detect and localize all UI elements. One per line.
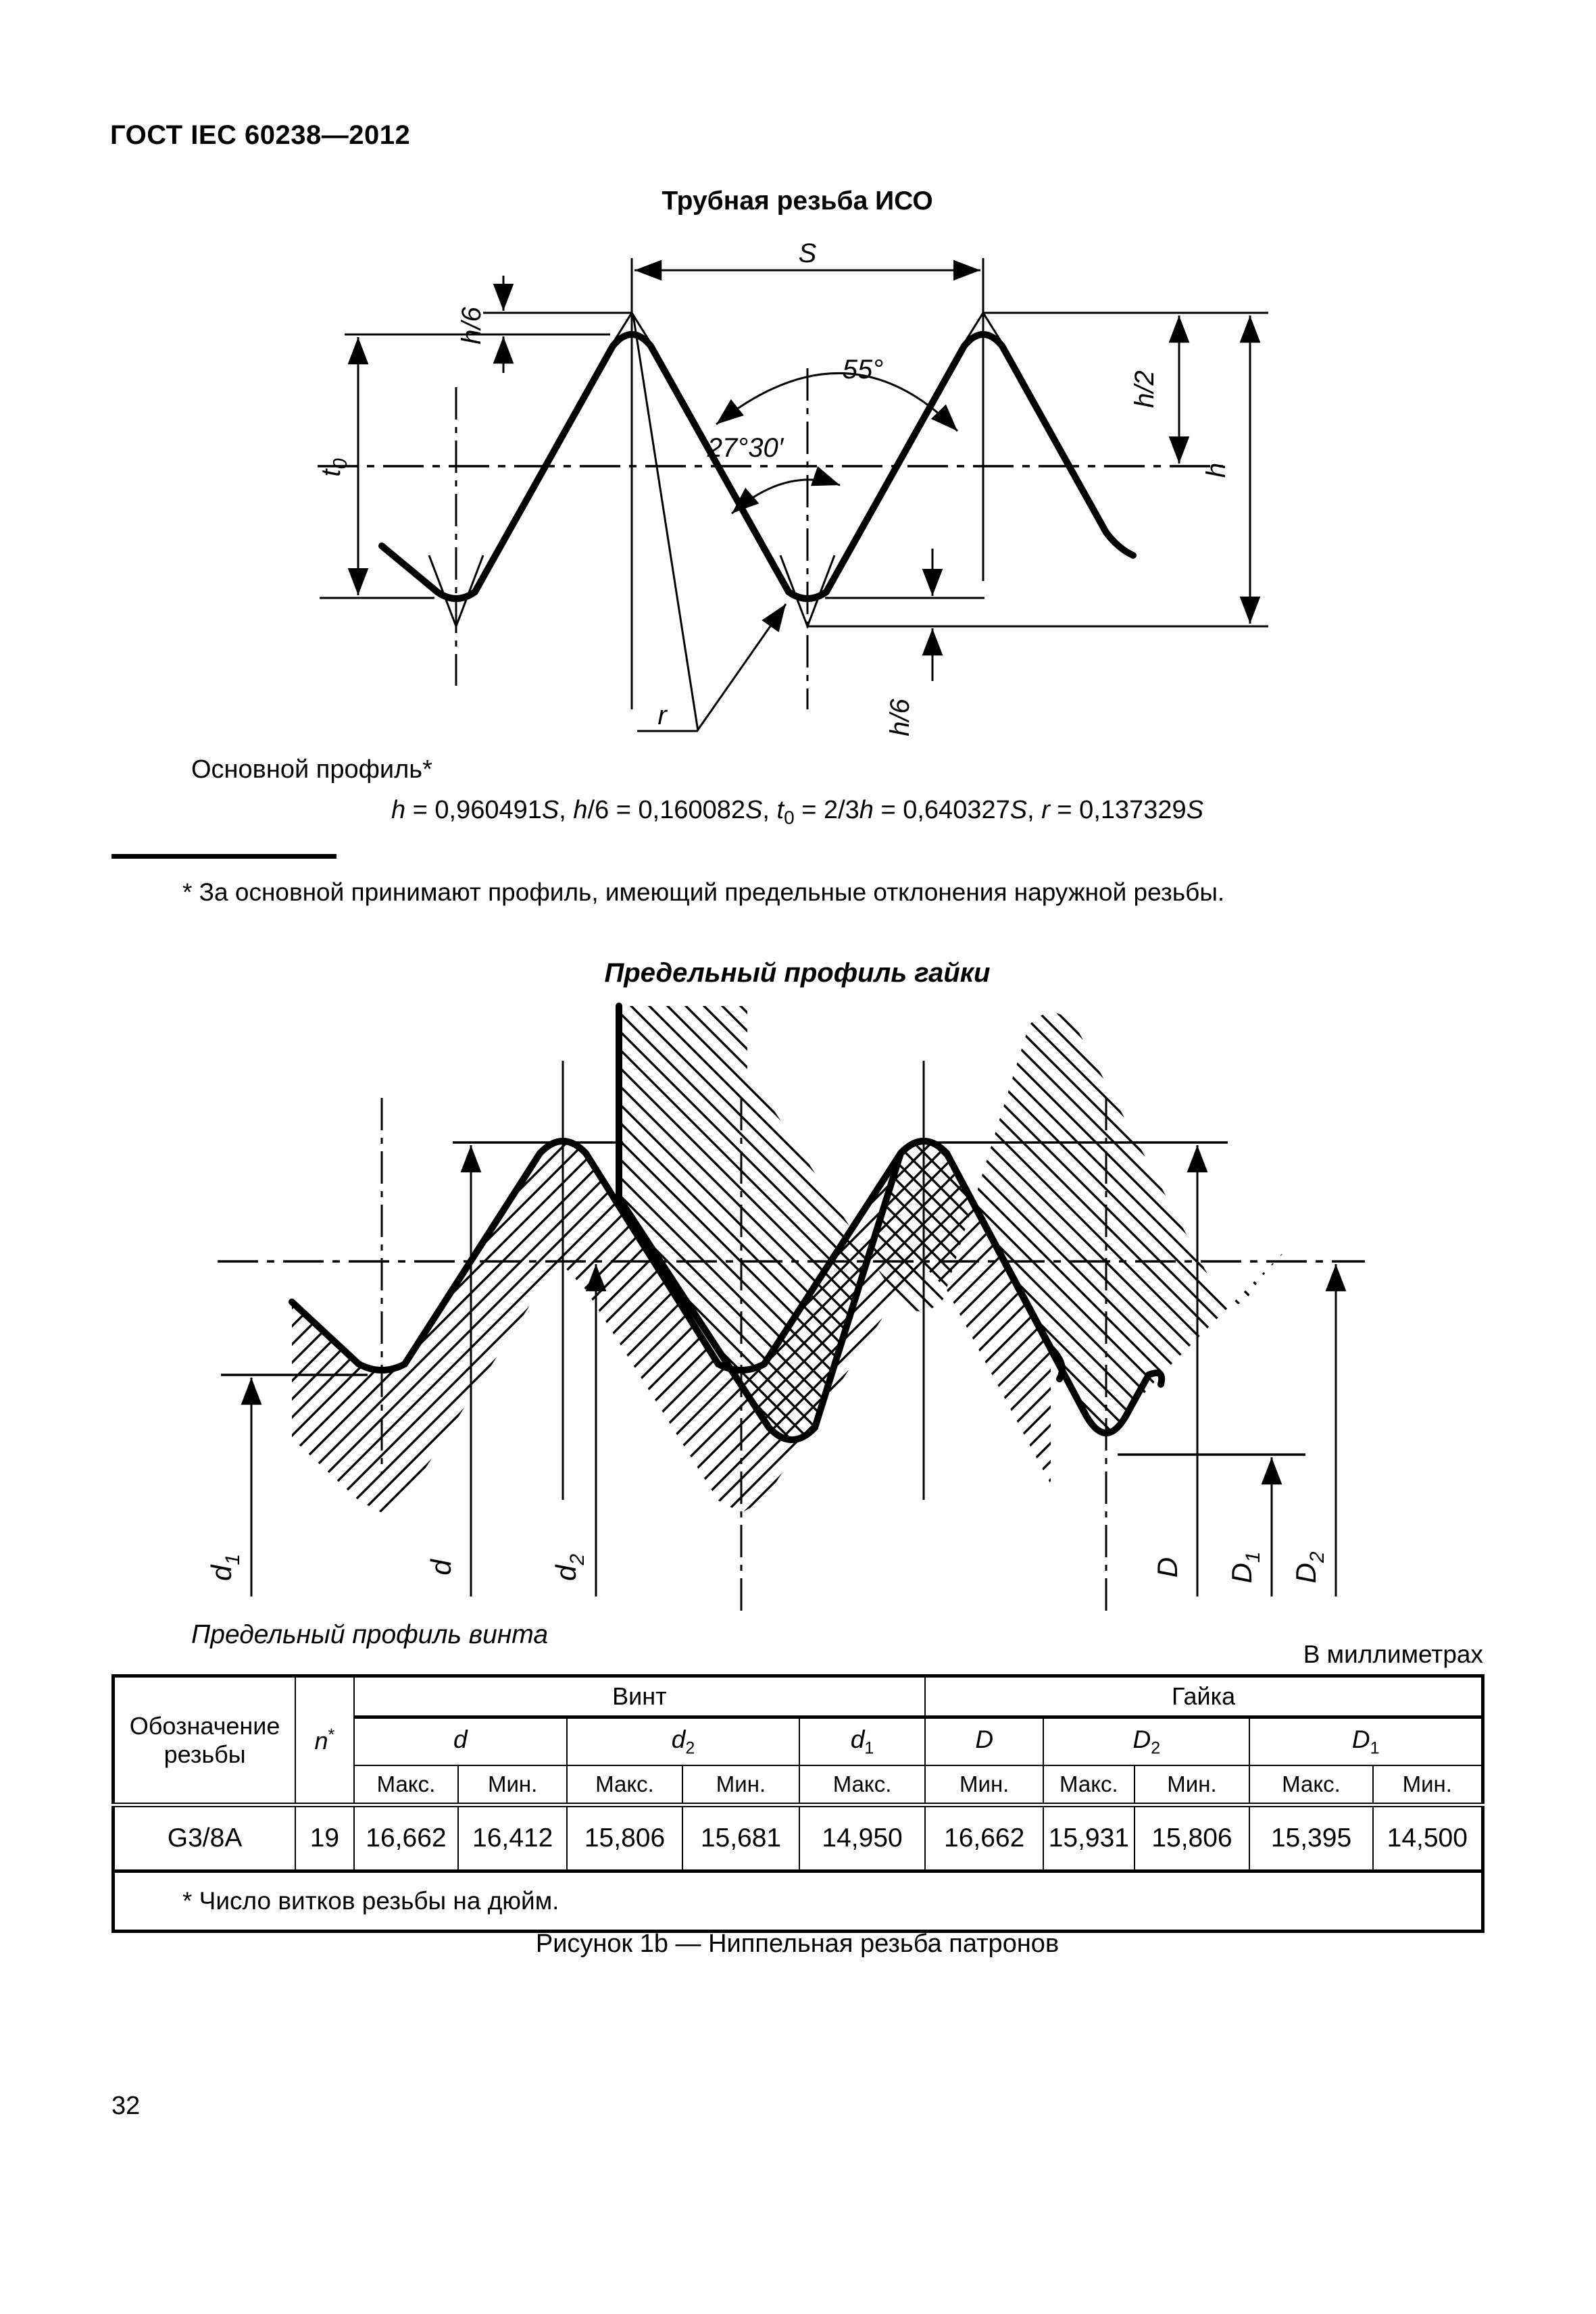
value-cell: 16,662 [924,1803,1045,1872]
pitch-label: S [799,243,817,268]
value-cell: 16,662 [353,1803,459,1872]
h-label: h [1201,463,1231,478]
value-cell: 15,395 [1249,1803,1374,1872]
dim-D-header: D [924,1716,1045,1766]
figure2-axis-lines [380,1061,1107,1618]
value-cell: 15,931 [1043,1803,1135,1872]
figure2-screw-title: Предельный профиль винта [191,1620,549,1649]
thread-profile-outline [378,331,1137,602]
figure1-labels: S 55° 27°30′ h/6 t0 h/2 h h/6 r [316,243,1231,736]
subhead-cell: Макс. [1043,1765,1135,1806]
subhead-cell: Мин. [1372,1765,1484,1806]
col-designation-header: Обозначение резьбы [112,1675,297,1806]
h2-label: h/2 [1130,370,1159,408]
table-minmax-header-row: Макс. Мин. Макс. Мин. Макс. Мин. Макс. М… [114,1765,1484,1806]
col-n-header: n* [295,1675,355,1806]
subhead-cell: Мин. [457,1765,568,1806]
figure1-thread-profile-diagram: S 55° 27°30′ h/6 t0 h/2 h h/6 r [316,243,1268,736]
d1-label: d1 [205,1554,244,1581]
subhead-cell: Макс. [798,1765,926,1806]
subhead-cell: Макс. [353,1765,459,1806]
subhead-cell: Мин. [1133,1765,1251,1806]
radius-label: r [657,701,668,730]
figure1-title: Трубная резьба ИСО [662,186,933,216]
dim-D2-header: D2 [1043,1716,1251,1766]
h6-top-label: h/6 [457,306,487,344]
figure2-limit-profile-diagram: d1 d d2 D D1 D2 [205,1003,1365,1618]
table-dims-header-row: d d2 d1 D D2 D1 [114,1716,1484,1766]
value-cell: 14,500 [1372,1803,1484,1872]
h6-bottom-label: h/6 [885,698,915,736]
threads-per-inch-cell: 19 [295,1803,355,1872]
figure2-reference-lines [221,1141,1305,1456]
nut-limit-profile [616,1003,1166,1443]
value-cell: 15,806 [566,1803,683,1872]
table-group-header-row: Обозначение резьбы n* Винт Гайка [112,1675,1484,1806]
thread-designation-cell: G3/8A [112,1803,297,1872]
screw-body-hatching [292,1141,1051,1513]
d2-label: d2 [550,1554,589,1581]
figure2-nut-title: Предельный профиль гайки [604,958,991,988]
table-footnote: * Число витков резьбы на дюйм. [112,1869,1484,1932]
angle-2730-label: 27°30′ [707,433,784,463]
group-nut-header: Гайка [924,1675,1484,1719]
page-number: 32 [111,2092,141,2120]
value-cell: 14,950 [798,1803,926,1872]
figure2-labels: d1 d d2 D D1 D2 [205,1551,1328,1583]
dim-d-header: d [353,1716,568,1766]
table-footnote-row: * Число витков резьбы на дюйм. [112,1869,1484,1932]
subhead-cell: Мин. [924,1765,1045,1806]
t0-label: t0 [316,458,351,476]
value-cell: 15,681 [681,1803,800,1872]
D1-label: D1 [1226,1551,1264,1583]
basic-profile-label: Основной профиль* [191,755,432,784]
D-label: D [1151,1557,1183,1578]
subhead-cell: Макс. [566,1765,683,1806]
footnote-rule [111,854,336,859]
value-cell: 15,806 [1133,1803,1251,1872]
angle-55-label: 55° [843,355,884,384]
group-screw-header: Винт [353,1675,926,1719]
d-label: d [425,1559,457,1576]
subhead-cell: Мин. [681,1765,800,1806]
dimension-lines [347,259,1261,730]
document-header: ГОСТ IEC 60238—2012 [110,120,411,150]
dim-d1-header: d1 [798,1716,926,1766]
value-cell: 16,412 [457,1803,568,1872]
subhead-cell: Макс. [1249,1765,1374,1806]
dim-D1-header: D1 [1249,1716,1484,1766]
units-note: В миллиметрах [1303,1640,1483,1668]
dim-d2-header: d2 [566,1716,800,1766]
thread-dimensions-table: Обозначение резьбы n* Винт Гайка d d2 d1… [111,1674,1485,1933]
figure-caption: Рисунок 1b — Ниппельная резьба патронов [535,1930,1059,1958]
profile-formula: h = 0,960491S, h/6 = 0,160082S, t0 = 2/3… [391,796,1204,828]
figure2-dimension-arrows [241,1145,1347,1596]
D2-label: D2 [1290,1551,1328,1583]
figure1-footnote: * За основной принимают профиль, имеющий… [182,878,1225,906]
table-data-row: G3/8A 19 16,662 16,412 15,806 15,681 14,… [112,1803,1484,1872]
